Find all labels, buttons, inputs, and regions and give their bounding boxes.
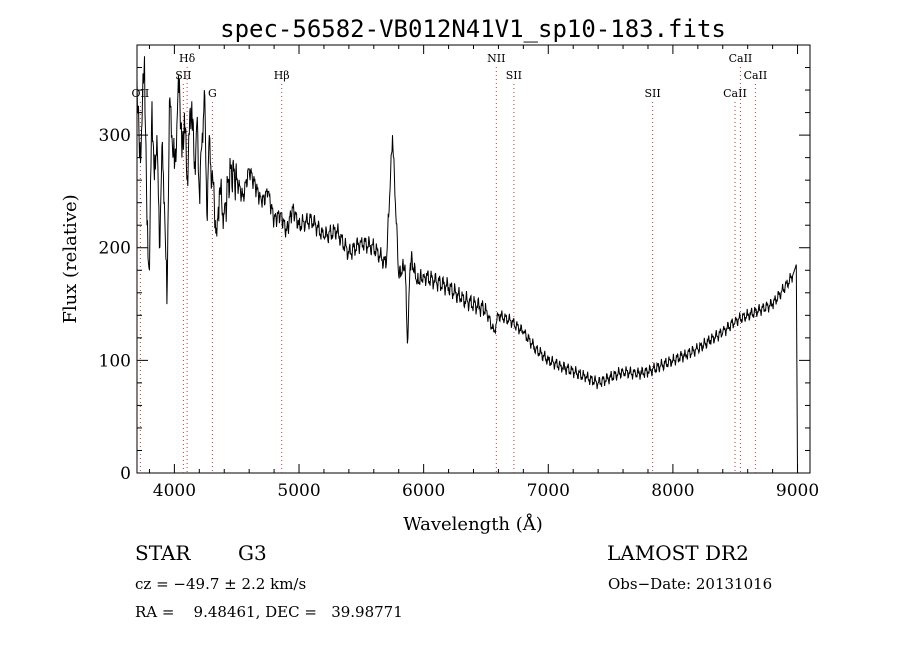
y-axis-label: Flux (relative) xyxy=(60,194,81,323)
plot-frame xyxy=(136,44,811,474)
x-tick-label: 8000 xyxy=(651,481,694,501)
spectral-line-label: SII xyxy=(506,69,522,82)
coordinates: RA = 9.48461, DEC = 39.98771 xyxy=(135,603,403,621)
spectral-line-label: CaII xyxy=(744,69,768,82)
y-tick-label: 100 xyxy=(99,351,131,371)
spectrum-line xyxy=(136,56,798,474)
spectral-line-label: OII xyxy=(132,87,150,100)
spectral-line-label: CaII xyxy=(723,87,747,100)
object-class: STAR xyxy=(135,541,191,565)
survey-name: LAMOST DR2 xyxy=(607,541,749,565)
x-tick-label: 6000 xyxy=(402,481,445,501)
spectral-line-label: Hδ xyxy=(179,52,196,65)
x-tick-label: 4000 xyxy=(153,481,196,501)
spectral-line-label: NII xyxy=(487,52,505,65)
y-tick-label: 300 xyxy=(99,126,131,146)
x-tick-label: 9000 xyxy=(776,481,819,501)
x-tick-label: 5000 xyxy=(277,481,320,501)
x-axis-label: Wavelength (Å) xyxy=(403,513,543,535)
spectrum-chart: spec-56582-VB012N41V1_sp10-183.fits OII H… xyxy=(60,15,819,535)
spectral-line-label: SII xyxy=(175,69,191,82)
object-subclass: G3 xyxy=(238,541,267,565)
y-tick-label: 0 xyxy=(120,464,131,484)
axis-ticks: 4000 5000 6000 7000 8000 9000 0 100 200 300 xyxy=(99,45,819,501)
spectral-line-label: Hβ xyxy=(274,69,290,82)
chart-title: spec-56582-VB012N41V1_sp10-183.fits xyxy=(220,15,726,43)
spectral-line-label: G xyxy=(208,87,217,100)
spectral-line-label: CaII xyxy=(729,52,753,65)
spectral-line-label: SII xyxy=(644,87,660,100)
x-tick-label: 7000 xyxy=(527,481,570,501)
obs-date: Obs−Date: 20131016 xyxy=(608,575,773,593)
redshift-text: cz = −49.7 ± 2.2 km/s xyxy=(135,575,307,593)
y-tick-label: 200 xyxy=(99,239,131,259)
